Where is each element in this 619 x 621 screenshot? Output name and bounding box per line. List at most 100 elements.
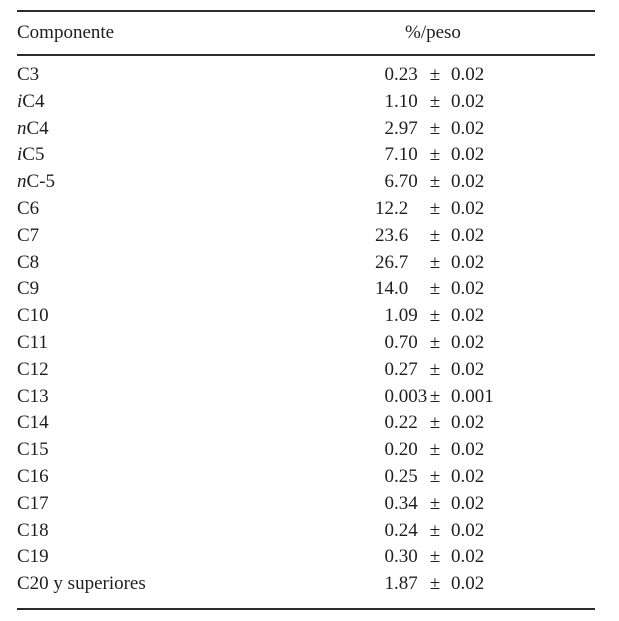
component-name: C19 <box>17 544 373 571</box>
component-label: C10 <box>17 305 49 327</box>
component-name: C20 y superiores <box>17 571 373 598</box>
value-fraction-part: .6 <box>394 224 409 246</box>
table-row: nC-5 6.70 ±0.02 <box>17 169 595 196</box>
value-fraction-part: .20 <box>394 439 418 461</box>
table-row: C10 1.09 ±0.02 <box>17 303 595 330</box>
value-cell: 12.2 ±0.02 <box>373 196 595 223</box>
component-label: C13 <box>17 385 49 407</box>
uncertainty-value: 0.02 <box>451 90 485 112</box>
plus-minus-icon: ± <box>429 144 441 166</box>
value-integer-part: 0 <box>384 465 395 487</box>
plus-minus-icon: ± <box>429 90 441 112</box>
value-cell: 0.20 ±0.02 <box>373 437 595 464</box>
uncertainty-value: 0.02 <box>451 278 485 300</box>
table-row: C9 14.0 ±0.02 <box>17 276 595 303</box>
uncertainty-value: 0.02 <box>451 305 485 327</box>
value-integer-part: 0 <box>384 439 395 461</box>
table-body: C3 0.23 ±0.02 iC4 1.10 ±0.02 nC4 2.97 ±0.02… <box>17 56 595 610</box>
value-integer-part: 1 <box>384 90 395 112</box>
uncertainty-value: 0.02 <box>451 573 485 595</box>
value-fraction-part: .24 <box>394 519 418 541</box>
plus-minus-icon: ± <box>429 251 441 273</box>
plus-minus-icon: ± <box>429 305 441 327</box>
component-name: C12 <box>17 357 373 384</box>
value-cell: 1.09 ±0.02 <box>373 303 595 330</box>
value-cell: 0.70 ±0.02 <box>373 330 595 357</box>
component-label: C17 <box>17 492 49 514</box>
value-cell: 7.10 ±0.02 <box>373 142 595 169</box>
uncertainty-value: 0.02 <box>451 331 485 353</box>
table-row: C19 0.30 ±0.02 <box>17 544 595 571</box>
plus-minus-icon: ± <box>429 412 441 434</box>
uncertainty-value: 0.02 <box>451 251 485 273</box>
component-name: nC4 <box>17 116 373 143</box>
component-label: C14 <box>17 412 49 434</box>
plus-minus-icon: ± <box>429 64 441 85</box>
table-row: C18 0.24 ±0.02 <box>17 518 595 545</box>
uncertainty-value: 0.02 <box>451 171 485 193</box>
plus-minus-icon: ± <box>429 171 441 193</box>
value-cell: 0.22 ±0.02 <box>373 410 595 437</box>
component-label: C6 <box>17 197 40 219</box>
table-row: C6 12.2 ±0.02 <box>17 196 595 223</box>
table-header-row: Componente %/peso <box>17 10 595 56</box>
value-integer-part: 7 <box>384 144 395 166</box>
table-row: C20 y superiores 1.87 ±0.02 <box>17 571 595 598</box>
component-name: C18 <box>17 518 373 545</box>
component-label: C4 <box>22 90 45 112</box>
value-integer-part: 1 <box>384 573 395 595</box>
component-name: C17 <box>17 491 373 518</box>
value-integer-part: 0 <box>384 358 395 380</box>
value-fraction-part: .0 <box>394 278 409 300</box>
component-label: C5 <box>22 144 45 166</box>
value-fraction-part: .34 <box>394 492 418 514</box>
value-cell: 0.25 ±0.02 <box>373 464 595 491</box>
value-cell: 1.87 ±0.02 <box>373 571 595 598</box>
plus-minus-icon: ± <box>429 224 441 246</box>
component-italic-prefix: n <box>17 171 27 193</box>
value-cell: 6.70 ±0.02 <box>373 169 595 196</box>
plus-minus-icon: ± <box>429 117 441 139</box>
plus-minus-icon: ± <box>429 465 441 487</box>
value-fraction-part: .30 <box>394 546 418 568</box>
value-fraction-part: .25 <box>394 465 418 487</box>
value-fraction-part: .23 <box>394 64 418 85</box>
plus-minus-icon: ± <box>429 331 441 353</box>
value-cell: 0.27 ±0.02 <box>373 357 595 384</box>
uncertainty-value: 0.02 <box>451 546 485 568</box>
uncertainty-value: 0.02 <box>451 519 485 541</box>
header-peso: %/peso <box>405 22 461 43</box>
component-label: C9 <box>17 278 40 300</box>
value-integer-part: 0 <box>384 385 395 407</box>
component-label: C12 <box>17 358 49 380</box>
value-fraction-part: .70 <box>394 171 418 193</box>
header-componente: Componente <box>17 22 115 43</box>
table-row: C3 0.23 ±0.02 <box>17 62 595 89</box>
value-fraction-part: .70 <box>394 331 418 353</box>
component-name: C16 <box>17 464 373 491</box>
value-cell: 0.23 ±0.02 <box>373 62 595 89</box>
value-fraction-part: .87 <box>394 573 418 595</box>
value-fraction-part: .003 <box>394 385 428 407</box>
table-row: nC4 2.97 ±0.02 <box>17 116 595 143</box>
uncertainty-value: 0.02 <box>451 412 485 434</box>
uncertainty-value: 0.02 <box>451 64 485 85</box>
uncertainty-value: 0.02 <box>451 197 485 219</box>
component-italic-prefix: i <box>17 90 23 112</box>
table-row: C16 0.25 ±0.02 <box>17 464 595 491</box>
value-integer-part: 0 <box>384 492 395 514</box>
composition-table: Componente %/peso C3 0.23 ±0.02 iC4 1.10 ±… <box>17 10 595 610</box>
plus-minus-icon: ± <box>429 492 441 514</box>
component-name: C8 <box>17 250 373 277</box>
plus-minus-icon: ± <box>429 439 441 461</box>
value-cell: 14.0 ±0.02 <box>373 276 595 303</box>
component-name: C15 <box>17 437 373 464</box>
value-cell: 2.97 ±0.02 <box>373 116 595 143</box>
value-fraction-part: .10 <box>394 90 418 112</box>
table-row: C7 23.6 ±0.02 <box>17 223 595 250</box>
table-row: C14 0.22 ±0.02 <box>17 410 595 437</box>
component-label: C15 <box>17 439 49 461</box>
plus-minus-icon: ± <box>429 197 441 219</box>
component-label: C3 <box>17 64 40 85</box>
uncertainty-value: 0.02 <box>451 358 485 380</box>
